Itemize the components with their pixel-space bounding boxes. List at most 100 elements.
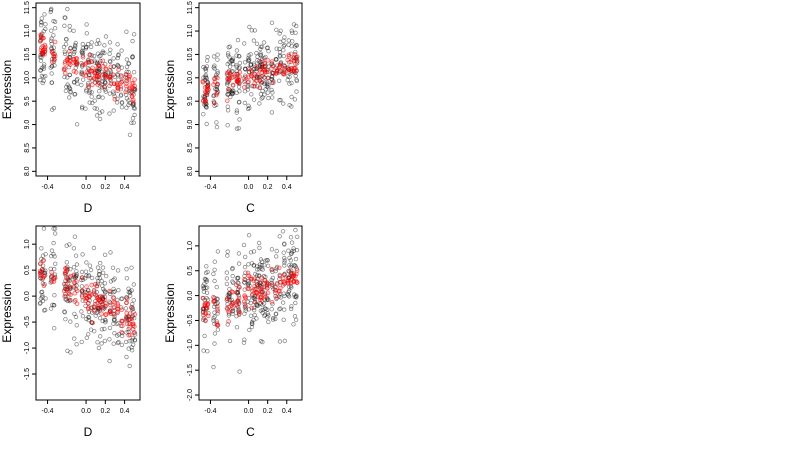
observed-point xyxy=(108,279,114,284)
observed-point xyxy=(51,45,56,50)
observed-point xyxy=(277,291,283,297)
observed-point xyxy=(49,38,54,43)
observed-point xyxy=(84,273,89,278)
observed-point xyxy=(286,38,291,43)
observed-point xyxy=(246,281,252,286)
observed-point xyxy=(38,54,43,60)
observed-point xyxy=(66,95,72,100)
observed-point xyxy=(282,263,287,268)
observed-point xyxy=(87,100,92,105)
fitted-point xyxy=(225,296,230,302)
observed-point xyxy=(49,71,54,76)
observed-point xyxy=(80,48,85,53)
observed-point xyxy=(252,296,257,301)
fitted-point xyxy=(86,301,91,306)
observed-point xyxy=(226,45,231,50)
observed-point xyxy=(234,276,240,281)
fitted-point xyxy=(72,283,77,289)
observed-point xyxy=(234,63,239,68)
observed-point xyxy=(255,58,260,63)
observed-point xyxy=(200,310,206,315)
observed-point xyxy=(215,311,220,316)
observed-point xyxy=(107,91,112,96)
observed-point xyxy=(260,339,265,345)
observed-point xyxy=(118,93,123,98)
observed-point xyxy=(293,256,299,262)
observed-point xyxy=(204,104,209,110)
observed-point xyxy=(252,63,257,68)
observed-point xyxy=(65,298,70,304)
observed-point xyxy=(237,65,242,70)
observed-point xyxy=(72,275,78,280)
observed-point xyxy=(74,283,79,288)
observed-point xyxy=(42,12,47,17)
observed-point xyxy=(124,354,129,360)
observed-point xyxy=(289,80,294,86)
y-tick-label: 0.0 xyxy=(24,291,31,301)
fitted-point xyxy=(130,90,135,96)
observed-point xyxy=(107,111,112,116)
observed-point xyxy=(294,89,299,94)
observed-point xyxy=(95,51,101,56)
fitted-point xyxy=(104,67,109,72)
observed-point xyxy=(62,310,68,315)
observed-point xyxy=(102,326,107,332)
observed-point xyxy=(89,275,95,281)
observed-point xyxy=(100,49,105,54)
observed-point xyxy=(129,345,134,350)
fitted-point xyxy=(131,330,137,335)
observed-point xyxy=(103,72,108,77)
observed-point xyxy=(205,80,211,86)
observed-point xyxy=(212,278,217,284)
observed-point xyxy=(269,73,275,79)
observed-point xyxy=(235,37,241,43)
observed-point xyxy=(274,46,279,51)
x-tick-label: -0.4 xyxy=(42,408,54,415)
fitted-point xyxy=(125,296,130,302)
fitted-point xyxy=(276,265,282,271)
fitted-point xyxy=(52,39,58,45)
y-tick-label: -0.5 xyxy=(187,314,194,326)
observed-point xyxy=(225,122,230,128)
observed-point xyxy=(103,273,109,279)
observed-point xyxy=(234,64,239,70)
observed-point xyxy=(265,80,270,85)
fitted-point xyxy=(38,38,43,44)
fitted-point xyxy=(119,79,124,85)
observed-point xyxy=(236,251,242,256)
observed-point xyxy=(130,102,135,107)
observed-point xyxy=(257,264,262,270)
observed-point xyxy=(285,77,290,83)
x-axis-label: C xyxy=(246,201,255,215)
observed-point xyxy=(229,57,235,63)
observed-point xyxy=(265,90,270,95)
fitted-point xyxy=(116,67,121,72)
fitted-point xyxy=(257,78,263,83)
observed-point xyxy=(48,7,54,13)
observed-point xyxy=(103,80,108,85)
observed-point xyxy=(111,341,116,346)
fitted-point xyxy=(64,286,69,292)
fitted-point xyxy=(129,316,135,322)
observed-point xyxy=(287,102,292,108)
observed-point xyxy=(273,316,278,322)
observed-point xyxy=(68,350,73,355)
observed-point xyxy=(111,91,117,96)
y-tick-label: 11.0 xyxy=(24,24,31,37)
fitted-point xyxy=(42,44,48,50)
fitted-point xyxy=(293,61,298,67)
observed-point xyxy=(230,91,235,96)
observed-point xyxy=(229,59,234,64)
fitted-point xyxy=(245,270,251,276)
observed-point xyxy=(227,287,232,292)
observed-point xyxy=(242,254,248,260)
observed-point xyxy=(97,116,103,122)
observed-point xyxy=(119,48,124,53)
observed-point xyxy=(111,317,117,322)
observed-point xyxy=(108,250,113,255)
y-tick-label: -0.5 xyxy=(24,316,31,328)
observed-point xyxy=(111,64,117,69)
fitted-point xyxy=(131,97,136,103)
observed-point xyxy=(263,80,268,85)
observed-point xyxy=(294,77,299,82)
